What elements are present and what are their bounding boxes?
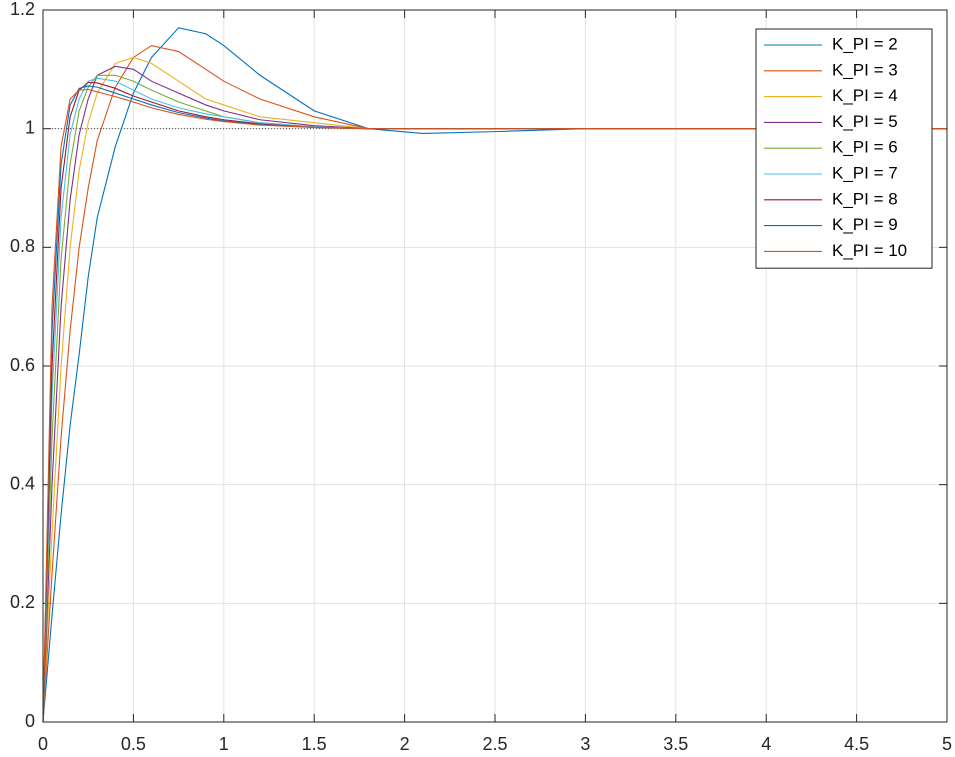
- y-tick-label: 0.2: [10, 592, 35, 612]
- x-tick-label: 2.5: [482, 734, 507, 754]
- y-tick-label: 1: [25, 117, 35, 137]
- x-tick-label: 5: [942, 734, 952, 754]
- x-tick-label: 3.5: [663, 734, 688, 754]
- y-tick-label: 1.2: [10, 0, 35, 19]
- x-tick-label: 1.5: [302, 734, 327, 754]
- x-tick-label: 4.5: [844, 734, 869, 754]
- y-tick-label: 0.6: [10, 355, 35, 375]
- legend-label: K_PI = 10: [832, 241, 907, 260]
- x-tick-label: 4: [761, 734, 771, 754]
- legend-label: K_PI = 5: [832, 112, 898, 131]
- y-tick-label: 0.4: [10, 473, 35, 493]
- x-tick-label: 1: [219, 734, 229, 754]
- series-line: [42, 27, 947, 723]
- legend: K_PI = 2 K_PI = 3 K_PI = 4 K_PI = 5 K_PI = 6…: [755, 28, 933, 269]
- legend-label: K_PI = 9: [832, 215, 898, 234]
- legend-label: K_PI = 8: [832, 189, 898, 208]
- y-tick-label: 0: [25, 711, 35, 731]
- x-tick-label: 3: [580, 734, 590, 754]
- x-tick-label: 0.5: [121, 734, 146, 754]
- legend-label: K_PI = 6: [832, 138, 898, 157]
- x-tick-label: 0: [38, 734, 48, 754]
- y-tick-label: 0.8: [10, 236, 35, 256]
- legend-label: K_PI = 4: [832, 86, 898, 105]
- x-tick-label: 2: [400, 734, 410, 754]
- plot-frame: [42, 9, 948, 723]
- legend-label: K_PI = 3: [832, 60, 898, 79]
- legend-label: K_PI = 2: [832, 34, 898, 53]
- series-line: [42, 88, 947, 723]
- legend-label: K_PI = 7: [832, 163, 898, 182]
